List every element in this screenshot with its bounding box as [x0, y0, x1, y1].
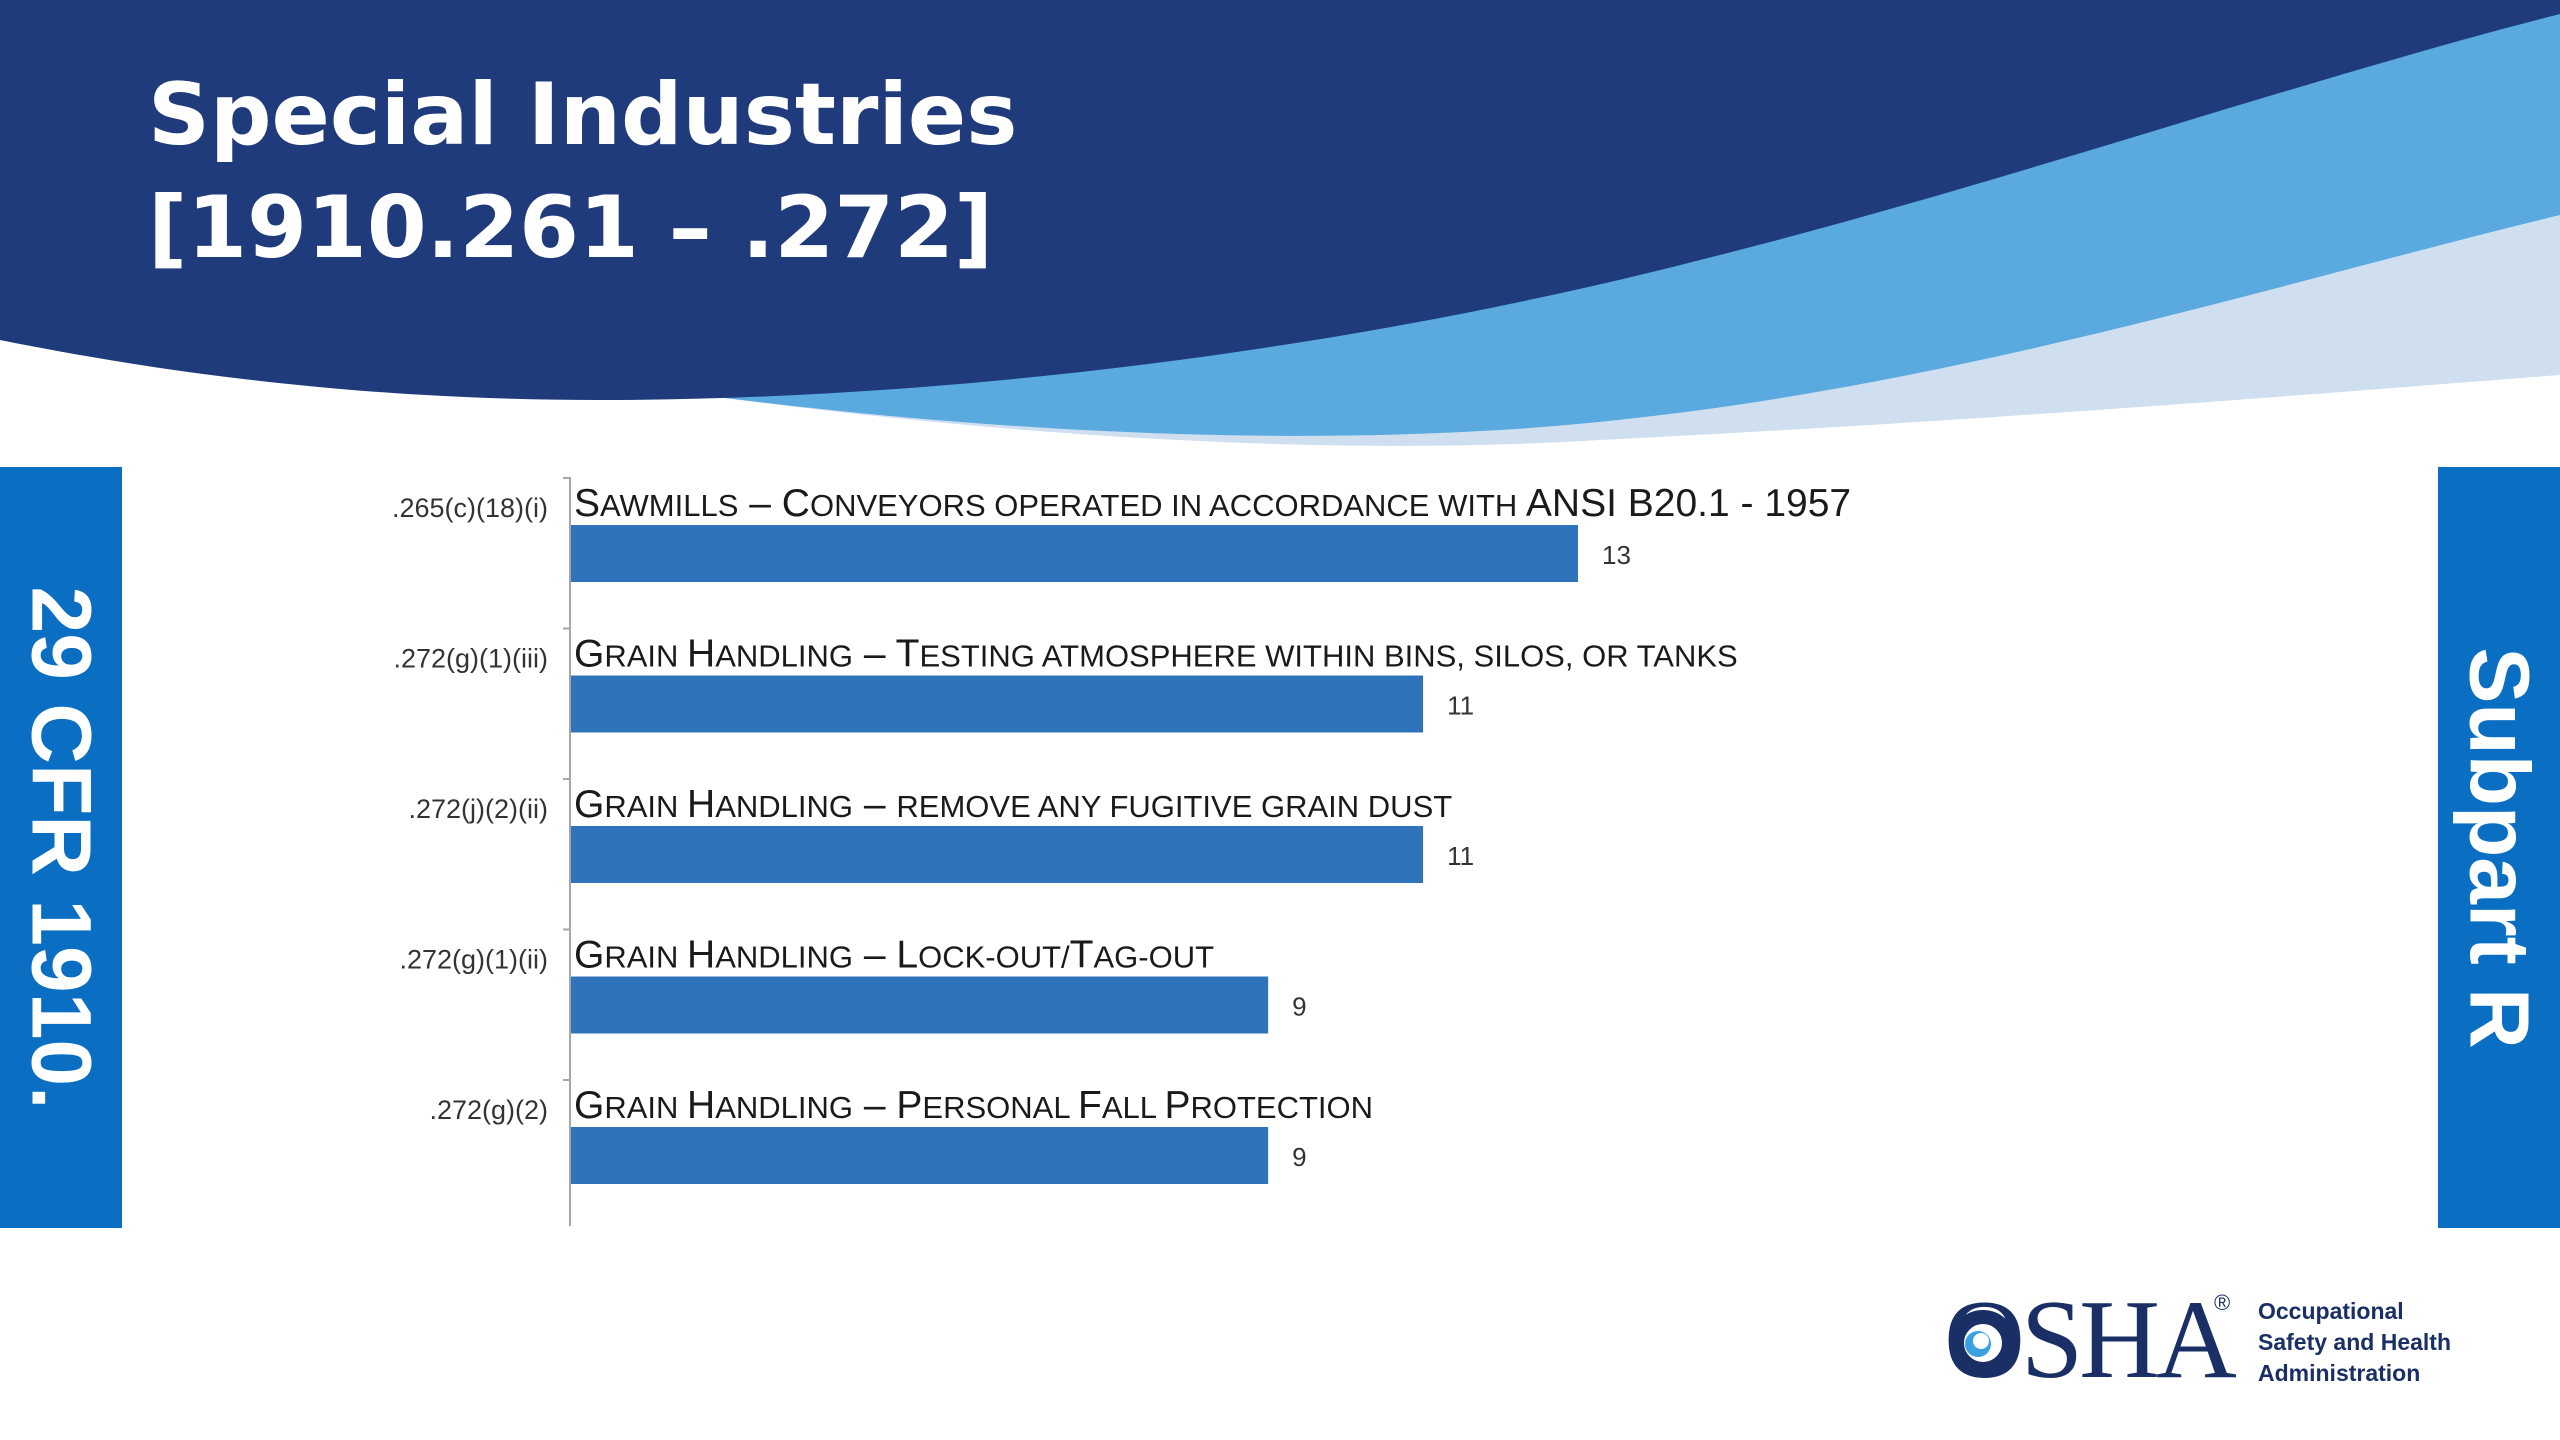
wave-dark	[0, 0, 2560, 400]
bar-description: GRAIN HANDLING – PERSONAL FALL PROTECTIO…	[574, 1084, 1373, 1127]
slide-title-line-2: [1910.261 – .272]	[148, 178, 994, 278]
category-label: .272(g)(1)(ii)	[399, 945, 548, 975]
header-banner	[0, 0, 2560, 446]
bar	[571, 525, 1578, 582]
bar	[571, 675, 1424, 733]
logo-text-line-3: Administration	[2258, 1360, 2421, 1386]
right-side-tab: Subpart R	[2438, 467, 2560, 1228]
osha-logo: OSHA ® Occupational Safety and Health Ad…	[1944, 1284, 2484, 1396]
bar-value-label: 13	[1602, 540, 1631, 570]
bar	[571, 1127, 1269, 1184]
category-label: .272(g)(1)(iii)	[393, 644, 548, 674]
bar	[571, 826, 1424, 883]
bar-value-label: 11	[1447, 841, 1474, 871]
bar-description: GRAIN HANDLING – TESTING ATMOSPHERE WITH…	[574, 633, 1738, 676]
category-label: .272(g)(2)	[429, 1095, 548, 1125]
bar-description: SAWMILLS – CONVEYORS OPERATED IN ACCORDA…	[574, 482, 1851, 525]
category-label: .265(c)(18)(i)	[392, 493, 548, 523]
bar-value-label: 9	[1292, 992, 1306, 1022]
bar-description: GRAIN HANDLING – LOCK-OUT/TAG-OUT	[574, 934, 1214, 977]
bar-value-label: 9	[1292, 1142, 1306, 1172]
bar-value-label: 11	[1447, 691, 1474, 721]
left-side-tab: 29 CFR 1910.	[0, 467, 122, 1228]
logo-text-line-1: Occupational	[2258, 1298, 2404, 1324]
slide-title-line-1: Special Industries	[148, 65, 1018, 165]
bar	[571, 976, 1269, 1034]
category-label: .272(j)(2)(ii)	[408, 794, 548, 824]
registered-mark: ®	[2214, 1290, 2231, 1315]
bar-description: GRAIN HANDLING – REMOVE ANY FUGITIVE GRA…	[574, 783, 1452, 826]
osha-ring-icon	[1950, 1310, 2016, 1376]
logo-text-line-2: Safety and Health	[2258, 1329, 2451, 1355]
